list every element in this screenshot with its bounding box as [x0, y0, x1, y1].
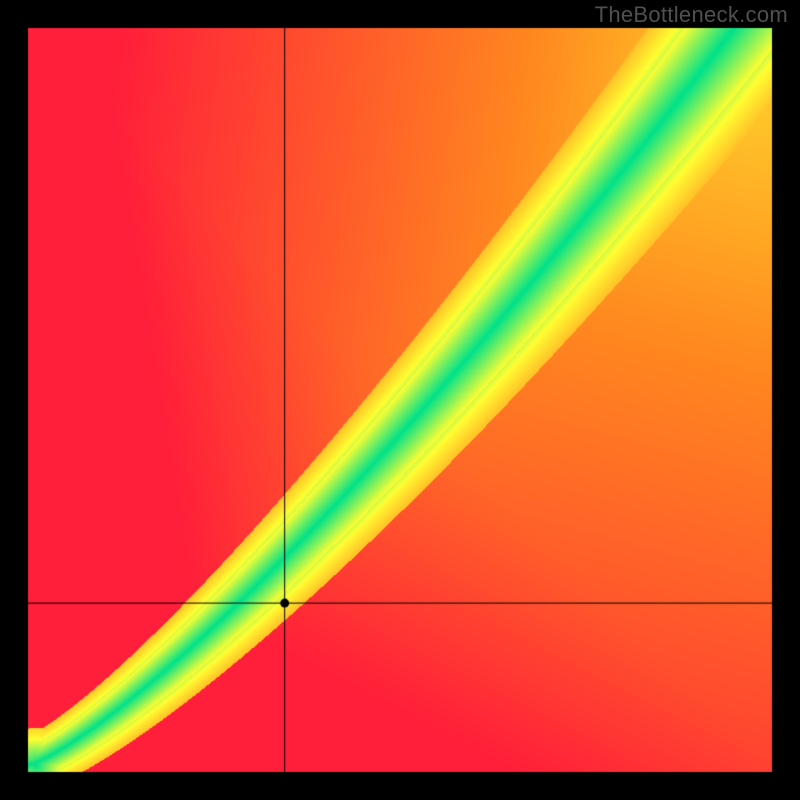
chart-container: TheBottleneck.com — [0, 0, 800, 800]
watermark-text: TheBottleneck.com — [595, 2, 788, 28]
heatmap-canvas — [0, 0, 800, 800]
